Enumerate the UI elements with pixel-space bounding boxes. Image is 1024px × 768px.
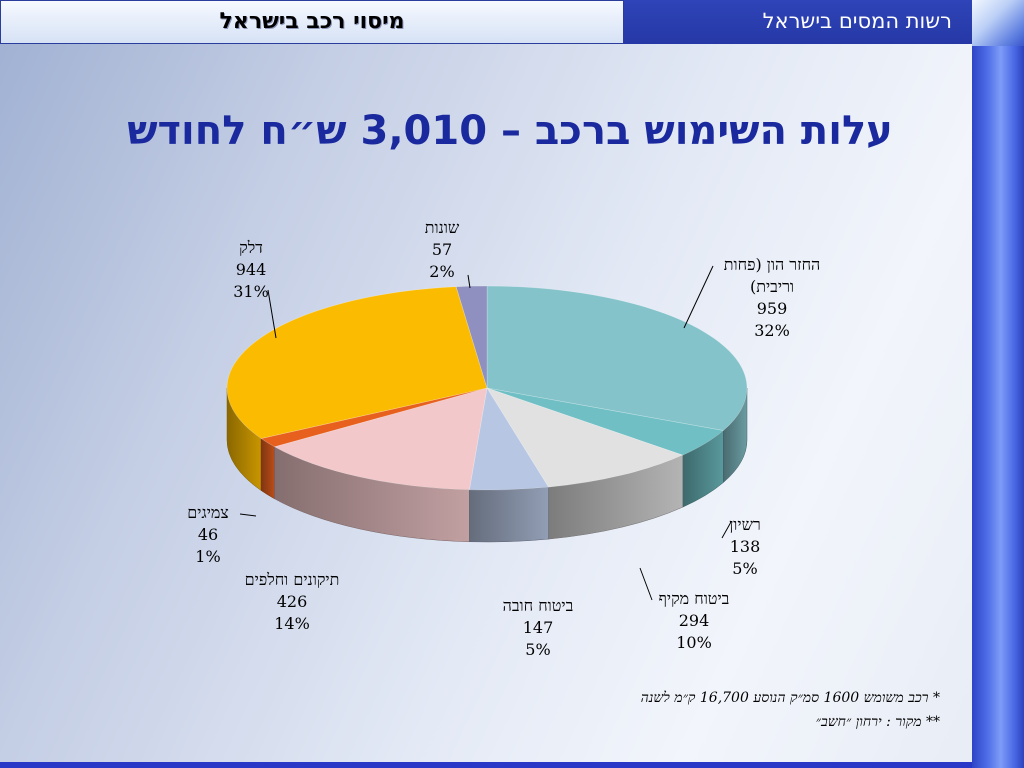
footnote-1: * רכב משומש 1600 סמ״ק הנוסע 16,700 ק״מ ל…	[640, 690, 940, 706]
pie-tops	[226, 285, 748, 491]
pie-sides	[226, 387, 748, 543]
header-left-panel: מיסוי רכב בישראל	[0, 0, 624, 44]
pie-label-2: ביטוח מקיף 294 10%	[659, 589, 730, 652]
pie-label-1: רשיון 138 5%	[729, 515, 761, 578]
pie-label-4: תיקונים וחלפים 426 14%	[245, 570, 340, 633]
pie-label-5: צמיגים 46 1%	[187, 503, 229, 566]
leader-line-0	[683, 265, 714, 329]
pie-label-0: החזר הון (פחות וריבית) 959 32%	[724, 255, 820, 340]
leader-line-2	[639, 567, 653, 601]
leader-line-5	[239, 513, 257, 517]
pie-slice-3	[469, 387, 550, 491]
right-decorative-bar	[972, 46, 1024, 768]
header-left-title: מיסוי רכב בישראל	[219, 9, 405, 34]
pie-slice-7	[455, 285, 488, 389]
footnote-2: ** מקור : ירחון ״חשב״	[815, 714, 940, 730]
header-right-panel: רשות המסים בישראל	[624, 0, 972, 44]
pie-slice-0	[486, 285, 748, 431]
leader-line-6	[267, 289, 277, 339]
pie-slice-4	[273, 387, 488, 491]
chart-title: עלות השימוש ברכב – 3,010 ש״ח לחודש	[127, 108, 893, 154]
pie-slice-side-4	[274, 446, 470, 543]
pie-slice-2	[486, 387, 684, 488]
pie-leader-lines	[239, 265, 732, 601]
pie-slice-1	[486, 387, 724, 456]
pie-slice-5	[260, 387, 488, 448]
pie-label-3: ביטוח חובה 147 5%	[503, 596, 574, 659]
pie-slice-side-5	[260, 438, 275, 500]
pie-slice-side-3	[469, 486, 549, 543]
header-corner-decoration	[972, 0, 1024, 46]
header-right-title: רשות המסים בישראל	[762, 9, 952, 33]
leader-line-7	[467, 274, 471, 289]
top-bar: מיסוי רכב בישראל רשות המסים בישראל	[0, 0, 1024, 46]
pie-labels: החזר הון (פחות וריבית) 959 32% רשיון 138 5% ביט…	[187, 218, 820, 659]
leader-line-1	[721, 521, 732, 539]
pie-label-7: שונות 57 2%	[425, 218, 460, 281]
pie-slice-6	[226, 286, 488, 439]
bottom-line	[0, 762, 972, 768]
pie-label-6: דלק 944 31%	[233, 238, 269, 301]
